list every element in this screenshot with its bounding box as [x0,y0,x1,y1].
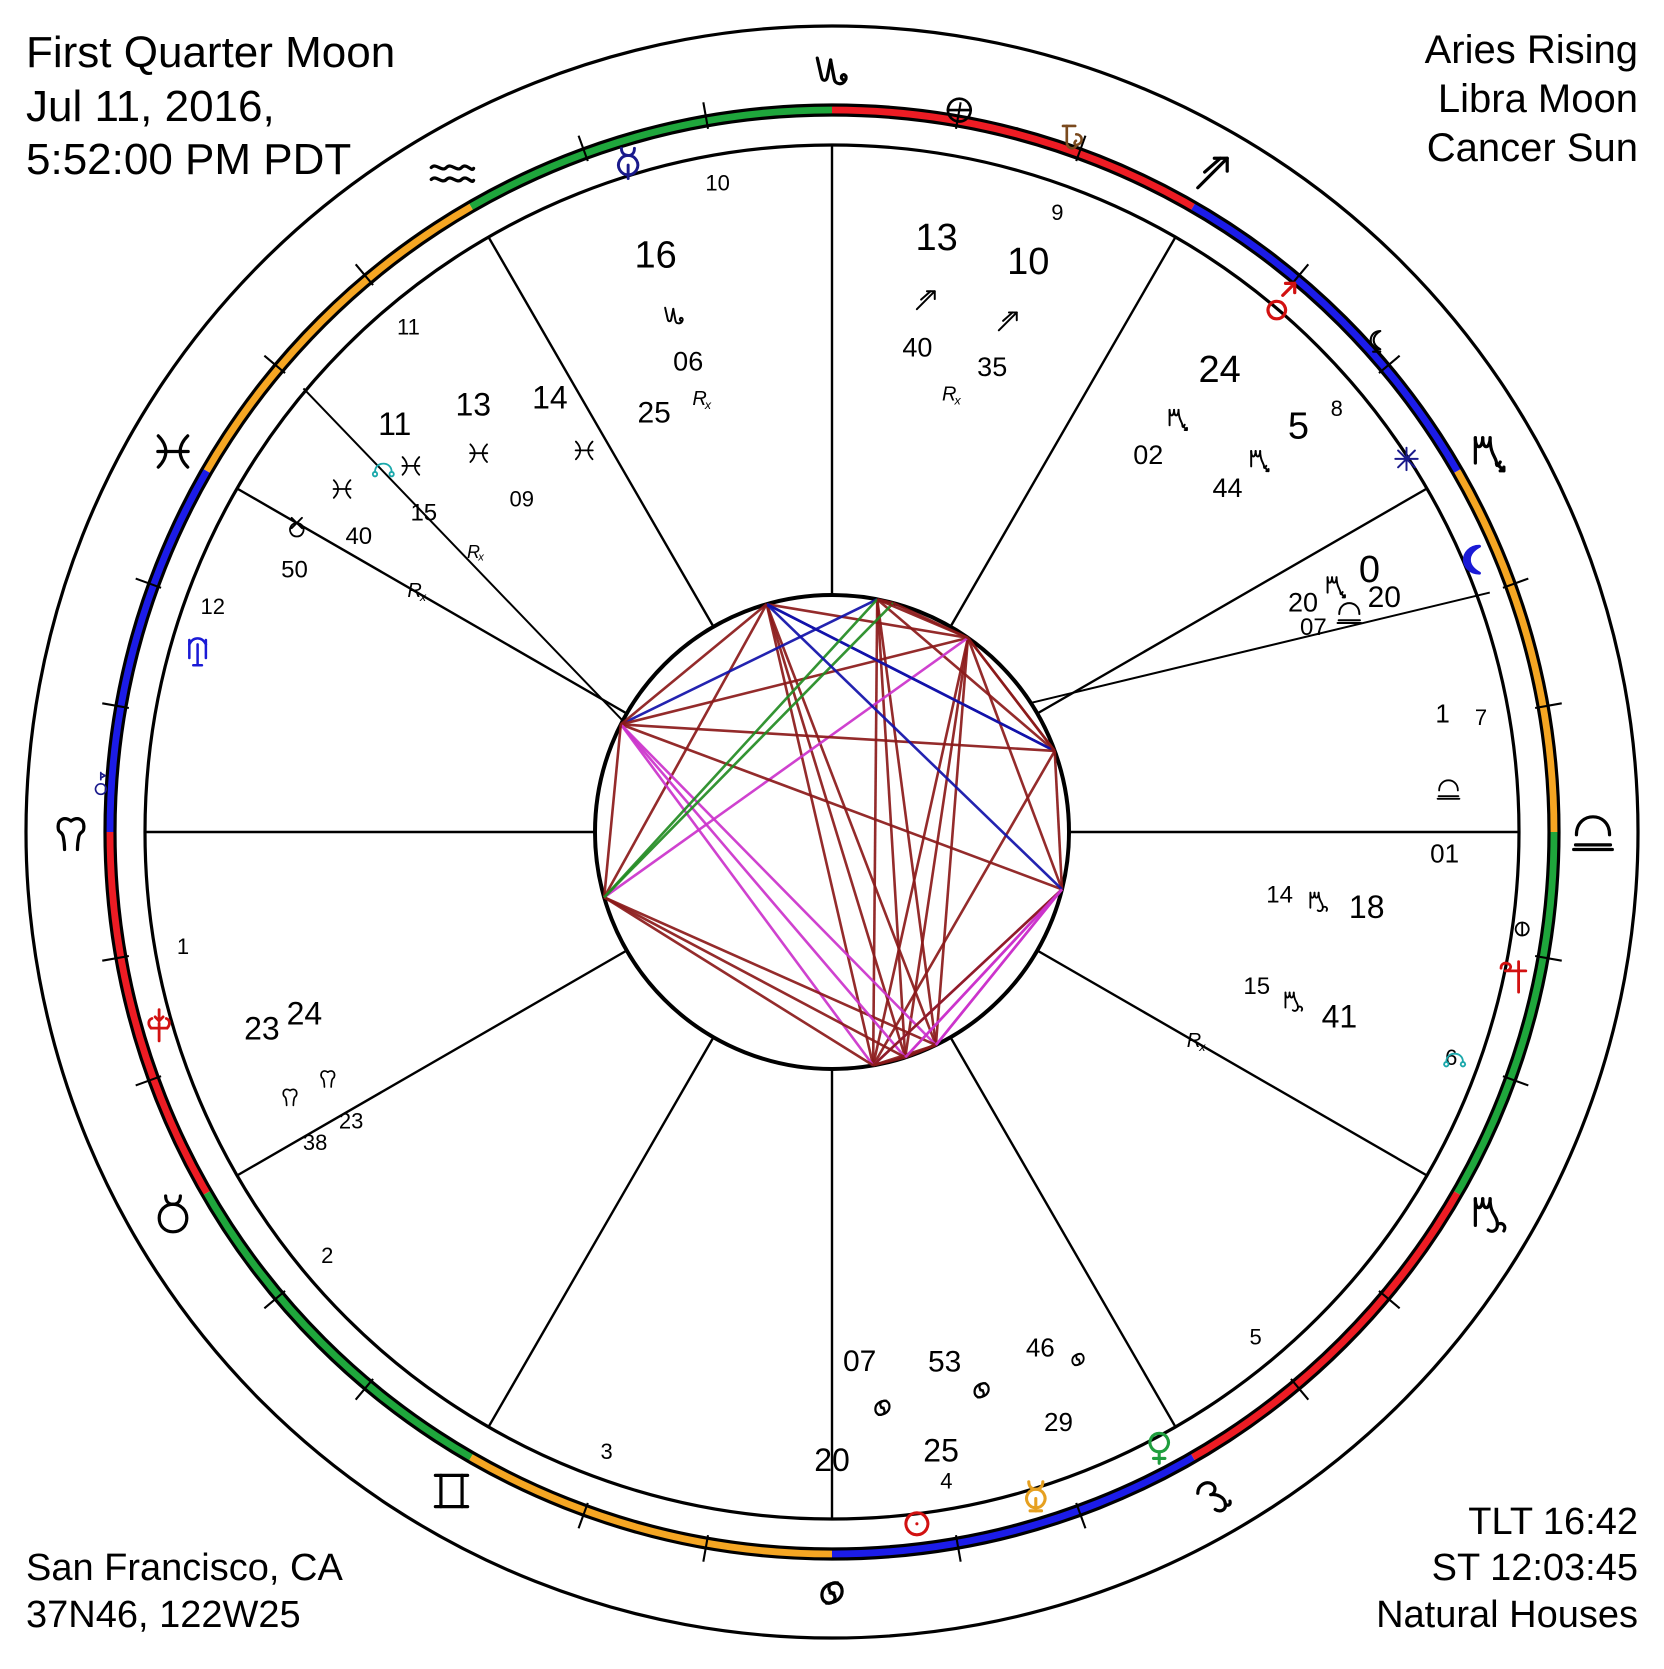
svg-text:12: 12 [200,594,224,619]
svg-text:11: 11 [378,406,411,442]
svg-text:10: 10 [1007,241,1049,283]
svg-text:44: 44 [1212,473,1242,503]
svg-text:06: 06 [673,347,703,377]
svg-text:20: 20 [1288,587,1318,617]
svg-text:07: 07 [1300,614,1327,641]
svg-text:24: 24 [1198,349,1240,391]
svg-text:15: 15 [1243,973,1270,1000]
svg-text:5: 5 [1249,1324,1261,1349]
svg-text:4: 4 [940,1469,952,1494]
svg-text:29: 29 [1044,1407,1073,1437]
svg-text:7: 7 [1475,705,1487,730]
svg-text:x: x [953,393,961,407]
svg-text:x: x [1198,1040,1206,1054]
svg-text:02: 02 [1133,440,1163,470]
svg-text:8: 8 [1331,396,1343,421]
svg-text:01: 01 [1430,838,1459,868]
svg-text:16: 16 [635,234,677,276]
svg-text:53: 53 [928,1346,961,1379]
svg-text:13: 13 [916,217,958,259]
svg-text:20: 20 [1368,581,1401,614]
svg-text:15: 15 [410,500,437,527]
svg-text:2: 2 [321,1243,333,1268]
svg-text:5: 5 [1288,406,1309,448]
svg-text:14: 14 [1266,881,1293,908]
svg-text:3: 3 [600,1439,612,1464]
svg-text:18: 18 [1349,889,1385,925]
svg-text:50: 50 [281,556,308,583]
svg-text:23: 23 [339,1108,363,1133]
svg-text:35: 35 [977,352,1007,382]
svg-text:20: 20 [814,1442,850,1478]
svg-text:40: 40 [902,333,932,363]
svg-text:x: x [704,398,712,412]
svg-text:10: 10 [705,171,729,196]
svg-text:9: 9 [1051,200,1063,225]
svg-text:13: 13 [456,387,492,423]
svg-text:25: 25 [923,1433,959,1469]
svg-text:25: 25 [638,397,671,430]
svg-text:24: 24 [287,996,323,1032]
svg-text:09: 09 [509,487,533,512]
svg-text:x: x [419,590,427,604]
svg-text:38: 38 [303,1130,327,1155]
svg-text:40: 40 [345,523,372,550]
svg-text:1: 1 [177,934,189,959]
svg-text:1: 1 [1435,698,1449,728]
svg-text:11: 11 [397,315,420,340]
svg-text:23: 23 [244,1010,280,1046]
svg-text:41: 41 [1322,999,1358,1035]
svg-text:07: 07 [843,1345,876,1378]
svg-text:46: 46 [1026,1333,1055,1363]
svg-text:14: 14 [532,380,568,416]
svg-text:x: x [477,551,484,563]
